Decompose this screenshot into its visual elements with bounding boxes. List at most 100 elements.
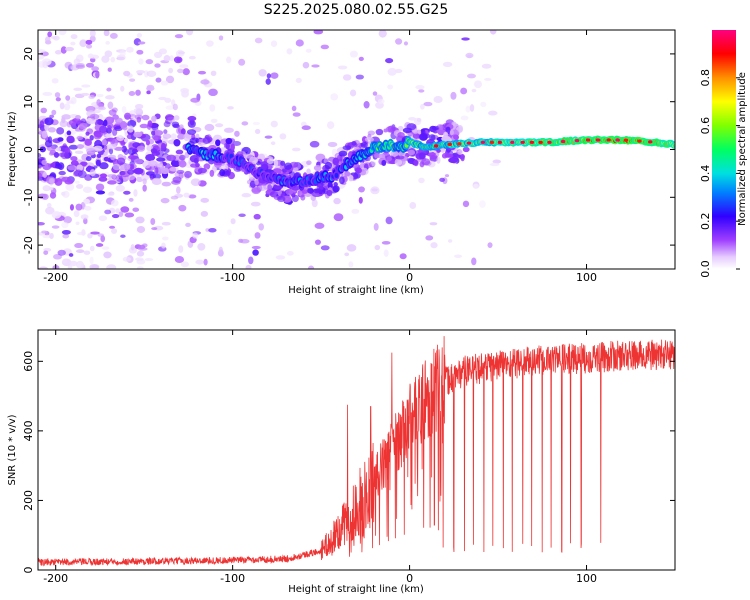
spectrogram-ridge-cell	[672, 141, 675, 148]
spectrogram-cell	[313, 164, 322, 172]
spectrogram-cell	[337, 65, 348, 70]
spectrogram-cell	[155, 77, 162, 83]
spectrogram-cell	[120, 206, 130, 213]
spectrogram-cell	[75, 64, 86, 69]
spectrogram-cell	[76, 184, 84, 189]
colorbar-tick-label: 0.0	[699, 260, 712, 278]
spectrogram-cell	[319, 185, 324, 191]
spectrogram-cell	[57, 137, 64, 142]
spectrogram-cell	[55, 147, 62, 152]
spectrogram-cell	[131, 148, 139, 154]
spectrogram-cell	[133, 158, 144, 165]
spectrogram-cell	[462, 200, 470, 208]
spectrogram-cell	[291, 147, 301, 152]
spectrogram-peak	[497, 140, 502, 144]
spectrogram-cell	[49, 114, 55, 119]
spectrogram-cell	[154, 167, 159, 175]
spectrogram-cell	[238, 58, 246, 66]
spectrogram-cell	[130, 163, 135, 170]
spectrogram-cell	[292, 112, 301, 117]
spectrogram-cell	[136, 266, 144, 269]
spectrogram-cell	[51, 78, 59, 84]
spectrogram-cell	[104, 50, 113, 58]
spectrogram-cell	[38, 49, 46, 53]
spectrogram-peak	[560, 139, 566, 144]
spectrogram-cell	[80, 92, 90, 96]
spectrogram-cell	[44, 140, 53, 148]
spectrogram-cell	[54, 163, 63, 170]
spectrogram-cell	[419, 133, 428, 141]
spectrogram-cell	[79, 161, 88, 167]
spectrogram-cell	[99, 162, 109, 170]
spectrogram-cell	[101, 246, 110, 250]
spectrogram-cell	[62, 233, 70, 239]
spectrogram-cell	[38, 266, 49, 269]
spectrogram-cell	[107, 101, 114, 110]
spectrogram-cell	[420, 103, 425, 110]
spectrogram-cell	[112, 174, 117, 180]
spectrogram-cell	[362, 162, 373, 169]
spectrogram-cell	[144, 258, 154, 262]
spectrogram-cell	[128, 246, 138, 254]
spectrogram-cell	[135, 103, 144, 110]
spectrogram-cell	[136, 49, 144, 55]
spectrogram-cell	[208, 145, 217, 150]
y-tick-label: 0	[22, 146, 35, 153]
spectrogram-cell	[111, 228, 118, 234]
spectrogram-cell	[381, 159, 387, 167]
spectrogram-cell	[189, 137, 200, 144]
spectrogram-cell	[161, 236, 169, 241]
spectrogram-cell	[120, 141, 126, 146]
spectrogram-cell	[93, 145, 103, 151]
spectrogram-cell	[43, 250, 49, 255]
spectrogram-cell	[66, 130, 72, 136]
spectrogram-cell	[132, 207, 140, 212]
snr-xlabel: Height of straight line (km)	[288, 584, 424, 595]
spectrogram-cell	[116, 157, 126, 165]
spectrogram-cell	[133, 107, 143, 114]
spectrogram-cell	[38, 153, 42, 158]
spectrogram-cell	[161, 181, 172, 187]
spectrogram-cell	[136, 225, 146, 233]
spectrogram-cell	[460, 87, 468, 95]
spectrogram-cell	[270, 120, 278, 128]
spectrogram-cell	[208, 88, 218, 97]
spectrogram-cell	[103, 156, 109, 162]
spectrogram-peak	[466, 141, 472, 145]
spectrogram-cell	[120, 85, 125, 92]
spectrogram-cell	[457, 125, 464, 133]
spectrogram-x-axis: -200 -100 0 100	[43, 30, 597, 284]
spectrogram-cell	[215, 139, 221, 147]
spectrogram-cell	[416, 117, 422, 122]
spectrogram-cell	[264, 135, 273, 139]
spectrogram-cell	[314, 239, 322, 245]
spectrogram-cell	[273, 159, 279, 167]
spectrogram-cell	[313, 30, 324, 35]
spectrogram-cell	[418, 89, 425, 93]
spectrogram-cell	[70, 160, 79, 166]
spectrogram-cell	[406, 157, 415, 163]
spectrogram-cell	[110, 56, 116, 63]
spectrogram-cell	[150, 148, 158, 154]
spectrogram-cell	[286, 48, 293, 55]
spectrogram-cell	[94, 130, 103, 138]
spectrogram-cell	[301, 125, 311, 131]
spectrogram-cell	[198, 70, 207, 75]
spectrogram-cell	[45, 36, 51, 44]
spectrogram-cell	[107, 180, 117, 185]
spectrogram-cell	[70, 156, 78, 162]
spectrogram-cell	[355, 74, 364, 80]
spectrogram-cell	[85, 131, 90, 136]
spectrogram-cell	[342, 145, 352, 151]
spectrogram-cell	[312, 188, 322, 193]
spectrogram-peak	[538, 140, 543, 144]
spectrogram-peak	[574, 138, 580, 143]
spectrogram-cell	[136, 145, 146, 152]
spectrogram-ridge-core	[675, 143, 679, 147]
spectrogram-cell	[258, 69, 267, 77]
spectrogram-cell	[110, 154, 117, 161]
spectrogram-cell	[48, 186, 54, 191]
spectrogram-cell	[254, 178, 259, 186]
spectrogram-cell	[394, 158, 403, 166]
spectrogram-cell	[145, 59, 154, 65]
